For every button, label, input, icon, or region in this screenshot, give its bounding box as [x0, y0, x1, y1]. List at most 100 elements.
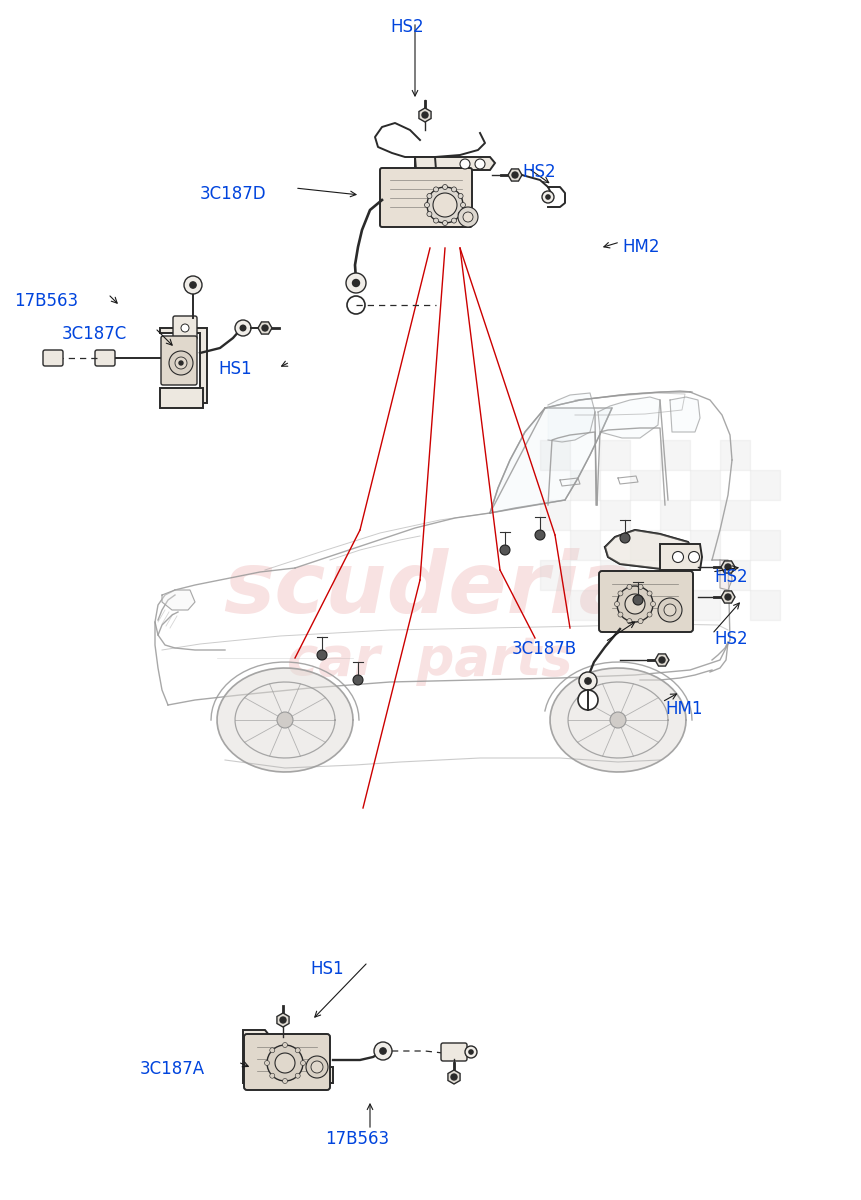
Text: HS2: HS2: [714, 630, 747, 648]
Text: HS1: HS1: [310, 960, 344, 978]
Circle shape: [269, 1073, 275, 1079]
Bar: [630, 470, 660, 500]
Polygon shape: [160, 328, 207, 403]
Bar: [750, 470, 780, 500]
Circle shape: [512, 172, 518, 178]
Circle shape: [627, 584, 632, 589]
Polygon shape: [598, 397, 660, 438]
Circle shape: [638, 619, 643, 624]
FancyBboxPatch shape: [441, 1043, 467, 1061]
Polygon shape: [448, 1070, 460, 1084]
Circle shape: [617, 586, 653, 622]
Circle shape: [651, 601, 655, 606]
Polygon shape: [508, 169, 522, 181]
Circle shape: [189, 282, 196, 288]
Circle shape: [465, 1046, 477, 1058]
Circle shape: [638, 584, 643, 589]
Bar: [750, 530, 780, 560]
Circle shape: [618, 612, 623, 617]
Polygon shape: [243, 1030, 273, 1080]
Circle shape: [625, 594, 645, 614]
Circle shape: [295, 1073, 300, 1079]
Circle shape: [269, 1048, 275, 1052]
Bar: [720, 440, 750, 470]
Bar: [660, 500, 690, 530]
Circle shape: [275, 1054, 295, 1073]
Polygon shape: [720, 560, 732, 590]
Circle shape: [282, 1043, 288, 1048]
Text: 3C187B: 3C187B: [512, 640, 577, 658]
FancyBboxPatch shape: [43, 350, 63, 366]
Circle shape: [633, 595, 643, 605]
Polygon shape: [162, 590, 195, 610]
Polygon shape: [415, 157, 438, 194]
Circle shape: [458, 193, 463, 198]
Bar: [600, 500, 630, 530]
Circle shape: [618, 590, 623, 596]
Text: car  parts: car parts: [288, 634, 573, 686]
Text: 17B563: 17B563: [14, 292, 78, 310]
Polygon shape: [721, 560, 735, 574]
Text: scuderia: scuderia: [223, 548, 637, 631]
Circle shape: [664, 604, 676, 616]
Circle shape: [451, 1074, 457, 1080]
Circle shape: [689, 552, 699, 563]
Bar: [540, 560, 570, 590]
Circle shape: [295, 1048, 300, 1052]
Bar: [570, 470, 600, 500]
Bar: [720, 560, 750, 590]
Circle shape: [458, 206, 478, 227]
Circle shape: [280, 1018, 286, 1022]
Circle shape: [535, 530, 545, 540]
Text: HM2: HM2: [622, 238, 660, 256]
Circle shape: [443, 185, 448, 190]
Polygon shape: [550, 668, 686, 772]
Circle shape: [659, 658, 665, 662]
Polygon shape: [721, 590, 735, 604]
Circle shape: [353, 674, 363, 685]
Bar: [660, 440, 690, 470]
Circle shape: [615, 601, 620, 606]
Circle shape: [461, 203, 466, 208]
Circle shape: [620, 533, 630, 542]
Circle shape: [579, 672, 597, 690]
Bar: [720, 500, 750, 530]
Circle shape: [475, 158, 485, 169]
Polygon shape: [670, 397, 700, 432]
Circle shape: [240, 325, 245, 331]
Circle shape: [451, 187, 456, 192]
Bar: [540, 500, 570, 530]
Polygon shape: [277, 1013, 289, 1027]
Circle shape: [427, 187, 463, 223]
Circle shape: [380, 1048, 386, 1054]
Circle shape: [433, 193, 457, 217]
Circle shape: [262, 325, 268, 331]
Circle shape: [725, 594, 731, 600]
Circle shape: [374, 1042, 392, 1060]
Circle shape: [346, 272, 366, 293]
Bar: [660, 560, 690, 590]
Circle shape: [460, 158, 470, 169]
Circle shape: [725, 564, 731, 570]
FancyBboxPatch shape: [599, 571, 693, 632]
Circle shape: [184, 276, 202, 294]
Bar: [600, 440, 630, 470]
Text: HS1: HS1: [218, 360, 251, 378]
FancyBboxPatch shape: [380, 168, 472, 227]
Circle shape: [175, 358, 187, 370]
Circle shape: [443, 221, 448, 226]
Polygon shape: [490, 408, 612, 514]
Bar: [750, 590, 780, 620]
Circle shape: [469, 1050, 473, 1054]
Circle shape: [311, 1061, 323, 1073]
Circle shape: [179, 361, 183, 365]
Circle shape: [300, 1061, 306, 1066]
Circle shape: [542, 191, 554, 203]
Polygon shape: [258, 322, 272, 334]
Circle shape: [347, 296, 365, 314]
Circle shape: [169, 350, 193, 374]
Circle shape: [352, 280, 360, 287]
Text: HS2: HS2: [390, 18, 424, 36]
Circle shape: [306, 1056, 328, 1078]
Circle shape: [427, 211, 432, 216]
